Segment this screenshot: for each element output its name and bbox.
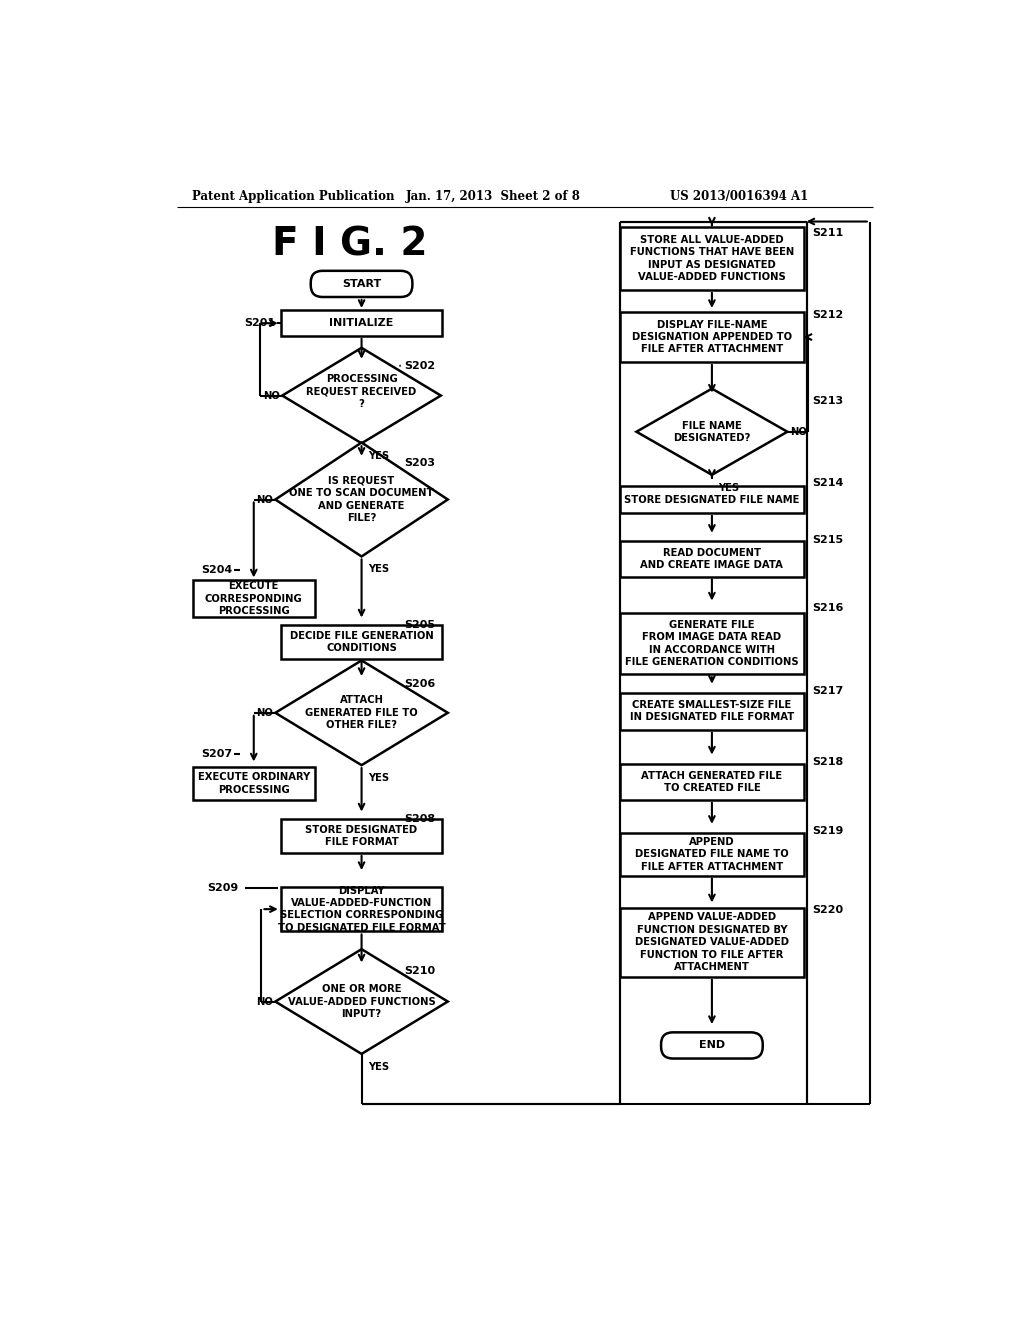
Text: FILE NAME
DESIGNATED?: FILE NAME DESIGNATED? [673,421,751,444]
Text: NO: NO [791,426,807,437]
Text: S213: S213 [812,396,843,407]
Text: GENERATE FILE
FROM IMAGE DATA READ
IN ACCORDANCE WITH
FILE GENERATION CONDITIONS: GENERATE FILE FROM IMAGE DATA READ IN AC… [625,620,799,667]
Text: IS REQUEST
ONE TO SCAN DOCUMENT
AND GENERATE
FILE?: IS REQUEST ONE TO SCAN DOCUMENT AND GENE… [290,477,434,523]
Text: DISPLAY FILE-NAME
DESIGNATION APPENDED TO
FILE AFTER ATTACHMENT: DISPLAY FILE-NAME DESIGNATION APPENDED T… [632,319,792,355]
Polygon shape [275,660,447,766]
Text: YES: YES [368,774,389,783]
Text: READ DOCUMENT
AND CREATE IMAGE DATA: READ DOCUMENT AND CREATE IMAGE DATA [640,548,783,570]
Text: DECIDE FILE GENERATION
CONDITIONS: DECIDE FILE GENERATION CONDITIONS [290,631,433,653]
FancyBboxPatch shape [281,310,442,335]
Text: S204: S204 [202,565,232,576]
Text: Jan. 17, 2013  Sheet 2 of 8: Jan. 17, 2013 Sheet 2 of 8 [407,190,581,203]
FancyBboxPatch shape [621,227,804,290]
Text: ATTACH
GENERATED FILE TO
OTHER FILE?: ATTACH GENERATED FILE TO OTHER FILE? [305,696,418,730]
Text: NO: NO [256,708,273,718]
Text: INITIALIZE: INITIALIZE [330,318,394,329]
Text: NO: NO [263,391,280,400]
Text: EXECUTE ORDINARY
PROCESSING: EXECUTE ORDINARY PROCESSING [198,772,310,795]
FancyBboxPatch shape [621,312,804,362]
Text: S205: S205 [403,620,435,630]
Text: ONE OR MORE
VALUE-ADDED FUNCTIONS
INPUT?: ONE OR MORE VALUE-ADDED FUNCTIONS INPUT? [288,985,435,1019]
FancyBboxPatch shape [621,833,804,875]
FancyBboxPatch shape [310,271,413,297]
FancyBboxPatch shape [193,581,314,618]
Text: YES: YES [368,451,389,461]
FancyBboxPatch shape [662,1032,763,1059]
FancyBboxPatch shape [621,693,804,730]
FancyBboxPatch shape [621,486,804,513]
Text: S217: S217 [812,686,843,696]
Text: STORE DESIGNATED
FILE FORMAT: STORE DESIGNATED FILE FORMAT [305,825,418,847]
Text: S218: S218 [812,758,843,767]
Text: YES: YES [368,564,389,574]
Text: S201: S201 [245,318,275,329]
Text: S215: S215 [812,536,843,545]
Text: S216: S216 [812,603,844,612]
Text: NO: NO [256,997,273,1007]
FancyBboxPatch shape [621,908,804,977]
Polygon shape [283,348,441,444]
Text: S202: S202 [403,362,435,371]
Text: STORE ALL VALUE-ADDED
FUNCTIONS THAT HAVE BEEN
INPUT AS DESIGNATED
VALUE-ADDED F: STORE ALL VALUE-ADDED FUNCTIONS THAT HAV… [630,235,794,282]
Text: S210: S210 [403,966,435,975]
Text: EXECUTE
CORRESPONDING
PROCESSING: EXECUTE CORRESPONDING PROCESSING [205,581,303,616]
Text: END: END [698,1040,725,1051]
Text: YES: YES [368,1061,389,1072]
FancyBboxPatch shape [281,818,442,853]
Text: S220: S220 [812,906,843,915]
Text: S208: S208 [403,814,435,824]
Text: S211: S211 [812,228,843,238]
Text: APPEND
DESIGNATED FILE NAME TO
FILE AFTER ATTACHMENT: APPEND DESIGNATED FILE NAME TO FILE AFTE… [635,837,788,873]
Text: NO: NO [256,495,273,504]
Polygon shape [275,442,447,557]
FancyBboxPatch shape [193,767,314,800]
Text: S207: S207 [202,748,232,759]
Text: CREATE SMALLEST-SIZE FILE
IN DESIGNATED FILE FORMAT: CREATE SMALLEST-SIZE FILE IN DESIGNATED … [630,700,794,722]
Text: STORE DESIGNATED FILE NAME: STORE DESIGNATED FILE NAME [625,495,800,504]
Text: START: START [342,279,381,289]
Text: S219: S219 [812,826,844,837]
Text: DISPLAY
VALUE-ADDED-FUNCTION
SELECTION CORRESPONDING
TO DESIGNATED FILE FORMAT: DISPLAY VALUE-ADDED-FUNCTION SELECTION C… [278,886,445,933]
Text: S214: S214 [812,478,844,487]
Polygon shape [275,949,447,1053]
Text: Patent Application Publication: Patent Application Publication [193,190,394,203]
Text: S212: S212 [812,310,843,321]
Text: YES: YES [718,483,739,492]
FancyBboxPatch shape [621,612,804,675]
Text: APPEND VALUE-ADDED
FUNCTION DESIGNATED BY
DESIGNATED VALUE-ADDED
FUNCTION TO FIL: APPEND VALUE-ADDED FUNCTION DESIGNATED B… [635,912,788,972]
Text: S206: S206 [403,678,435,689]
FancyBboxPatch shape [281,887,442,932]
Text: S209: S209 [208,883,239,894]
FancyBboxPatch shape [621,764,804,800]
FancyBboxPatch shape [281,626,442,659]
Polygon shape [637,388,787,475]
Text: PROCESSING
REQUEST RECEIVED
?: PROCESSING REQUEST RECEIVED ? [306,375,417,409]
Text: F I G. 2: F I G. 2 [272,226,428,264]
Text: US 2013/0016394 A1: US 2013/0016394 A1 [670,190,808,203]
Text: ATTACH GENERATED FILE
TO CREATED FILE: ATTACH GENERATED FILE TO CREATED FILE [641,771,782,793]
FancyBboxPatch shape [621,541,804,577]
Text: S203: S203 [403,458,435,469]
